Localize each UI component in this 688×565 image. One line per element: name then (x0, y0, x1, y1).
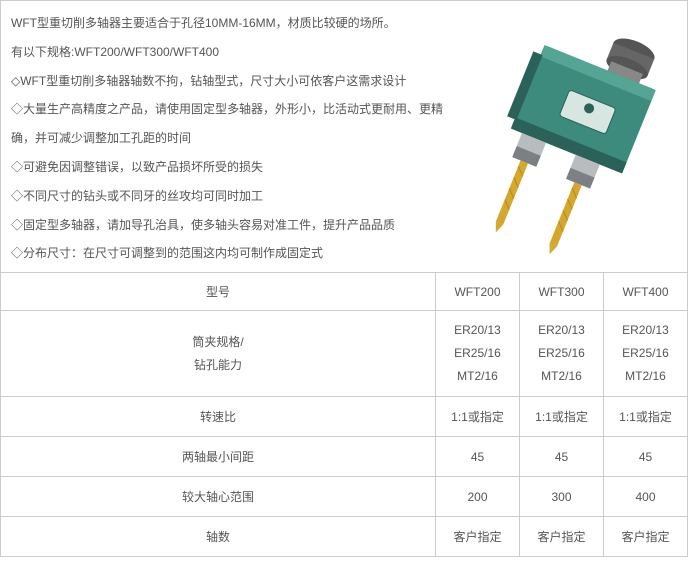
cell: 客户指定 (520, 517, 604, 557)
cell: 1:1或指定 (520, 397, 604, 437)
val-line: ER20/13 (608, 319, 683, 342)
table-row: 轴数 客户指定 客户指定 客户指定 (1, 517, 688, 557)
cell: 45 (604, 437, 688, 477)
cell: 45 (436, 437, 520, 477)
row-label: 轴数 (1, 517, 436, 557)
cell: 45 (520, 437, 604, 477)
val-line: ER25/16 (440, 342, 515, 365)
model-header: WFT300 (520, 273, 604, 311)
table-row: 两轴最小间距 45 45 45 (1, 437, 688, 477)
val-line: MT2/16 (524, 365, 599, 388)
cell: 200 (436, 477, 520, 517)
cell: 客户指定 (436, 517, 520, 557)
val-line: ER25/16 (524, 342, 599, 365)
table-row: 较大轴心范围 200 300 400 (1, 477, 688, 517)
cell: ER20/13 ER25/16 MT2/16 (520, 311, 604, 397)
model-header: WFT400 (604, 273, 688, 311)
cell: 1:1或指定 (436, 397, 520, 437)
label-line: 筒夹规格/ (5, 331, 431, 354)
val-line: MT2/16 (440, 365, 515, 388)
label-line: 钻孔能力 (5, 354, 431, 377)
spec-table: 型号 WFT200 WFT300 WFT400 筒夹规格/ 钻孔能力 ER20/… (0, 272, 688, 557)
val-line: ER20/13 (524, 319, 599, 342)
val-line: ER20/13 (440, 319, 515, 342)
product-image (452, 9, 677, 254)
table-row: 转速比 1:1或指定 1:1或指定 1:1或指定 (1, 397, 688, 437)
cell: ER20/13 ER25/16 MT2/16 (604, 311, 688, 397)
header-label: 型号 (1, 273, 436, 311)
cell: 客户指定 (604, 517, 688, 557)
cell: 400 (604, 477, 688, 517)
cell: ER20/13 ER25/16 MT2/16 (436, 311, 520, 397)
val-line: MT2/16 (608, 365, 683, 388)
table-row: 筒夹规格/ 钻孔能力 ER20/13 ER25/16 MT2/16 ER20/1… (1, 311, 688, 397)
table-header-row: 型号 WFT200 WFT300 WFT400 (1, 273, 688, 311)
val-line: ER25/16 (608, 342, 683, 365)
cell: 300 (520, 477, 604, 517)
cell: 1:1或指定 (604, 397, 688, 437)
row-label: 转速比 (1, 397, 436, 437)
description-section: WFT型重切削多轴器主要适合于孔径10MM-16MM，材质比较硬的场所。 有以下… (0, 0, 688, 272)
model-header: WFT200 (436, 273, 520, 311)
row-label: 筒夹规格/ 钻孔能力 (1, 311, 436, 397)
row-label: 较大轴心范围 (1, 477, 436, 517)
row-label: 两轴最小间距 (1, 437, 436, 477)
